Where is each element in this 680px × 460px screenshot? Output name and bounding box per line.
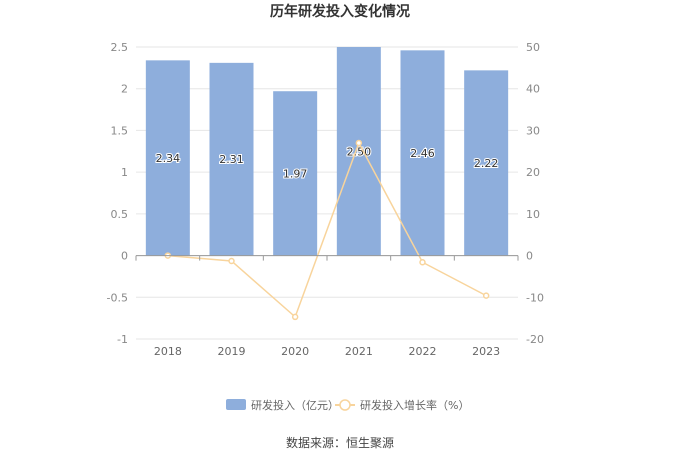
- x-tick-label: 2023: [472, 345, 500, 358]
- legend-bar-label: 研发投入（亿元）: [251, 398, 339, 412]
- right-tick-label: 40: [526, 83, 540, 96]
- left-tick-label: 0.5: [111, 208, 129, 221]
- grid-lines: [136, 46, 518, 340]
- right-tick-label: 50: [526, 41, 540, 54]
- growth-point: [482, 292, 490, 299]
- right-tick-label: 30: [526, 124, 540, 137]
- bar: [209, 62, 254, 256]
- x-axis: 2018 2019 2020 2021 2022 2023: [135, 255, 519, 358]
- x-tick-label: 2021: [345, 345, 373, 358]
- bar-labels: 2.34 2.31 1.97 2.50 2.46 2.22: [155, 144, 500, 181]
- left-tick-label: 0: [121, 250, 128, 263]
- bar-value-label: 2.46: [410, 147, 435, 160]
- left-tick-label: -0.5: [107, 291, 128, 304]
- bar-value-label: 1.97: [283, 167, 308, 180]
- right-axis: 50 40 30 20 10 0 -10 -20: [526, 41, 544, 346]
- bar: [145, 60, 190, 256]
- legend-item-line[interactable]: 研发投入增长率（%）: [335, 398, 469, 412]
- growth-point: [291, 313, 299, 321]
- right-tick-label: 0: [526, 250, 533, 263]
- left-axis: 2.5 2 1.5 1 0.5 0 -0.5 -1: [107, 41, 128, 346]
- left-tick-label: 1.5: [111, 124, 129, 137]
- left-tick-label: 2.5: [111, 41, 129, 54]
- data-source: 数据来源：恒生聚源: [286, 435, 394, 450]
- bar-series: [145, 47, 509, 256]
- growth-line: [167, 141, 487, 319]
- growth-point: [419, 258, 426, 266]
- legend[interactable]: 研发投入（亿元） 研发投入增长率（%）: [226, 398, 469, 412]
- bar-value-label: 2.50: [347, 145, 372, 158]
- right-tick-label: 10: [526, 208, 540, 221]
- left-tick-label: 1: [121, 166, 128, 179]
- bar-value-label: 2.22: [474, 157, 499, 170]
- growth-point: [355, 139, 363, 147]
- growth-point: [228, 257, 235, 265]
- left-tick-label: -1: [117, 333, 128, 346]
- bar-value-label: 2.34: [156, 152, 181, 165]
- x-tick-label: 2020: [281, 345, 309, 358]
- legend-item-bar[interactable]: 研发投入（亿元）: [226, 398, 339, 412]
- bar: [464, 70, 509, 256]
- x-tick-label: 2022: [409, 345, 437, 358]
- chart-title: 历年研发投入变化情况: [270, 3, 410, 20]
- bar: [400, 50, 445, 256]
- right-tick-label: -10: [526, 291, 544, 304]
- legend-line-marker: [339, 399, 351, 411]
- right-tick-label: -20: [526, 333, 544, 346]
- bar: [336, 47, 381, 256]
- right-tick-label: 20: [526, 166, 540, 179]
- x-tick-label: 2019: [218, 345, 246, 358]
- bar: [273, 91, 318, 256]
- left-tick-label: 2: [121, 83, 128, 96]
- legend-line-label: 研发投入增长率（%）: [360, 398, 469, 412]
- bar-value-label: 2.31: [219, 153, 244, 166]
- x-tick-label: 2018: [154, 345, 182, 358]
- legend-bar-swatch: [226, 399, 246, 410]
